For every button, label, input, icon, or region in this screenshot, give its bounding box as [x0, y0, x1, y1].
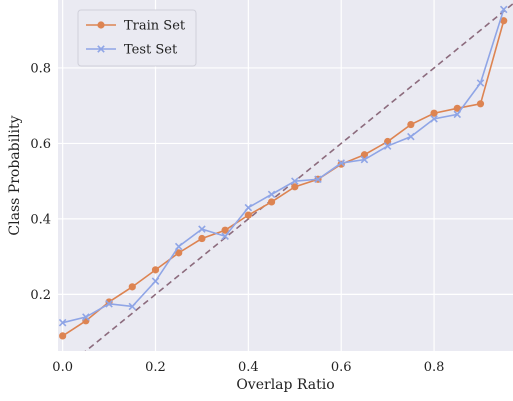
data-point-train-set: [407, 120, 415, 129]
data-point-test-set: [407, 132, 415, 141]
data-point-test-set: [430, 115, 438, 123]
data-point-train-set: [476, 100, 485, 108]
legend-label-test-set: Test Set: [124, 43, 178, 58]
data-point-train-set: [267, 198, 276, 206]
data-point-test-set: [198, 225, 206, 233]
data-point-train-set: [198, 234, 206, 243]
data-point-test-set: [151, 277, 160, 285]
x-axis-ticks: 0.0 0.2 0.4 0.6 0.8: [52, 360, 444, 375]
data-point-train-set: [430, 109, 438, 117]
x-tick-label: 0.8: [424, 360, 445, 375]
data-point-test-set: [128, 302, 137, 311]
data-point-test-set: [476, 79, 485, 87]
data-point-train-set: [128, 283, 136, 291]
data-point-test-set: [360, 155, 369, 164]
legend-item-test-set: Test Set: [86, 43, 178, 58]
data-point-train-set: [175, 249, 183, 257]
data-point-train-set: [59, 332, 67, 340]
data-point-test-set: [221, 232, 229, 241]
data-point-test-set: [337, 159, 345, 167]
legend-marker-train-set: [97, 21, 105, 29]
y-axis-label: Class Probability: [7, 115, 23, 235]
data-point-test-set: [291, 177, 299, 185]
data-point-train-set: [151, 266, 160, 274]
data-point-test-set: [314, 175, 322, 184]
data-point-train-set: [291, 183, 299, 191]
y-tick-label: 0.8: [30, 61, 51, 76]
x-tick-label: 0.2: [145, 360, 166, 375]
data-point-test-set: [105, 300, 113, 308]
data-point-test-set: [174, 242, 183, 251]
data-point-train-set: [221, 226, 229, 234]
data-point-test-set: [58, 318, 67, 327]
plot-content: [58, 3, 513, 351]
legend-marker-test-set: [97, 45, 105, 53]
data-point-train-set: [453, 104, 461, 112]
series-line-test-set: [62, 9, 505, 324]
data-point-test-set: [499, 5, 508, 14]
x-tick-label: 0.0: [52, 360, 73, 375]
data-point-test-set: [267, 190, 276, 199]
data-point-test-set: [383, 142, 392, 150]
grid-lines: [58, 0, 513, 351]
x-tick-label: 0.4: [238, 360, 259, 375]
data-point-test-set: [82, 313, 90, 321]
x-tick-label: 0.6: [331, 360, 352, 375]
x-axis-label: Overlap Ratio: [236, 377, 334, 393]
series-layer: [58, 5, 508, 340]
series-line-train-set: [62, 20, 505, 337]
data-point-train-set: [360, 151, 369, 159]
data-point-train-set: [500, 17, 508, 25]
y-axis-ticks: 0.2 0.4 0.6 0.8: [30, 61, 51, 302]
y-tick-label: 0.2: [30, 288, 51, 303]
data-point-test-set: [453, 110, 462, 119]
legend: Train Set Test Set: [77, 9, 197, 67]
legend-item-train-set: Train Set: [86, 19, 186, 34]
y-tick-label: 0.4: [30, 212, 51, 227]
reference-diagonal-line: [84, 3, 513, 351]
legend-label-train-set: Train Set: [124, 19, 186, 34]
series-test-set: [58, 5, 508, 327]
data-point-train-set: [244, 211, 252, 219]
data-point-test-set: [244, 203, 253, 212]
y-tick-label: 0.6: [30, 137, 51, 152]
legend-box: [77, 9, 197, 67]
